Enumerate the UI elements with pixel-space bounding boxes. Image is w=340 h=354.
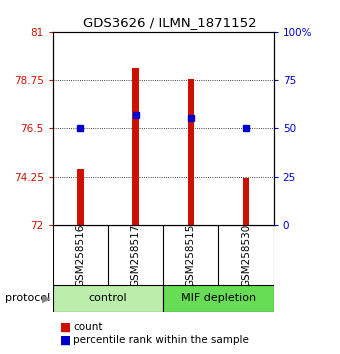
Bar <box>243 178 249 225</box>
Bar <box>77 169 84 225</box>
Text: GDS3626 / ILMN_1871152: GDS3626 / ILMN_1871152 <box>83 16 257 29</box>
Bar <box>163 285 274 312</box>
Text: protocol: protocol <box>5 293 50 303</box>
Bar <box>188 79 194 225</box>
Text: ▶: ▶ <box>42 293 50 303</box>
Text: count: count <box>73 322 103 332</box>
Text: GSM258515: GSM258515 <box>186 223 196 287</box>
Text: GSM258517: GSM258517 <box>131 223 140 287</box>
Text: control: control <box>89 293 127 303</box>
Bar <box>132 68 139 225</box>
Text: percentile rank within the sample: percentile rank within the sample <box>73 335 249 345</box>
Text: GSM258530: GSM258530 <box>241 223 251 286</box>
Text: GSM258516: GSM258516 <box>75 223 85 287</box>
Text: ■: ■ <box>59 333 71 346</box>
Text: MIF depletion: MIF depletion <box>181 293 256 303</box>
Text: ■: ■ <box>59 321 71 334</box>
Bar <box>53 285 163 312</box>
